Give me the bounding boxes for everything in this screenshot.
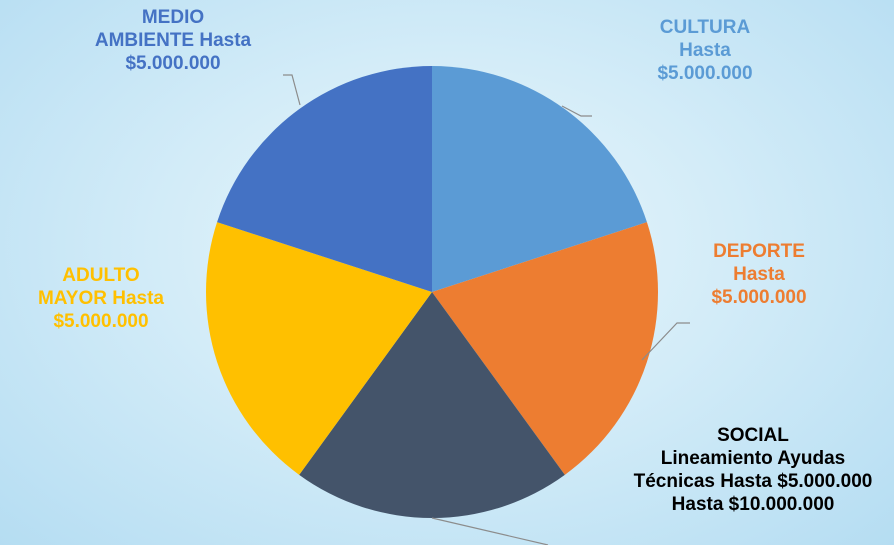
label-adulto-mayor-line-3: $5.000.000 [53,311,149,332]
label-cultura-line-1: CULTURA [659,17,751,38]
label-medio-ambiente-line-3: $5.000.000 [125,53,221,74]
label-medio-ambiente-line-2: AMBIENTE Hasta [94,30,252,51]
label-social-line-2: Lineamiento Ayudas [660,448,846,469]
pie-slice-adulto-mayor [206,222,432,475]
label-deporte-line-2: Hasta [733,264,785,285]
label-cultura-line-3: $5.000.000 [657,63,753,84]
pie-slice-medio-ambiente [217,66,432,292]
label-deporte: DEPORTE Hasta $5.000.000 [674,240,844,309]
label-adulto-mayor-line-1: ADULTO [62,265,140,286]
label-adulto-mayor-line-2: MAYOR Hasta [37,288,164,309]
label-social-line-4: Hasta $10.000.000 [671,494,835,515]
label-adulto-mayor: ADULTO MAYOR Hasta $5.000.000 [6,264,196,333]
label-social: SOCIAL Lineamiento Ayudas Técnicas Hasta… [615,424,891,516]
label-social-line-1: SOCIAL [717,425,789,446]
label-deporte-line-3: $5.000.000 [711,287,807,308]
label-social-line-3: Técnicas Hasta $5.000.000 [633,471,873,492]
pie-slice-deporte [432,222,659,475]
pie-slice-cultura [432,66,647,292]
label-cultura-line-2: Hasta [679,40,731,61]
label-medio-ambiente: MEDIO AMBIENTE Hasta $5.000.000 [56,6,290,75]
pie-slice-social [299,292,565,518]
leader-line-deporte [641,322,690,361]
leader-line-medio-ambiente [283,74,301,106]
label-cultura: CULTURA Hasta $5.000.000 [620,16,790,85]
label-deporte-line-1: DEPORTE [713,241,805,262]
label-medio-ambiente-line-1: MEDIO [141,7,205,28]
leader-line-social [431,517,549,545]
leader-line-cultura [561,105,592,117]
